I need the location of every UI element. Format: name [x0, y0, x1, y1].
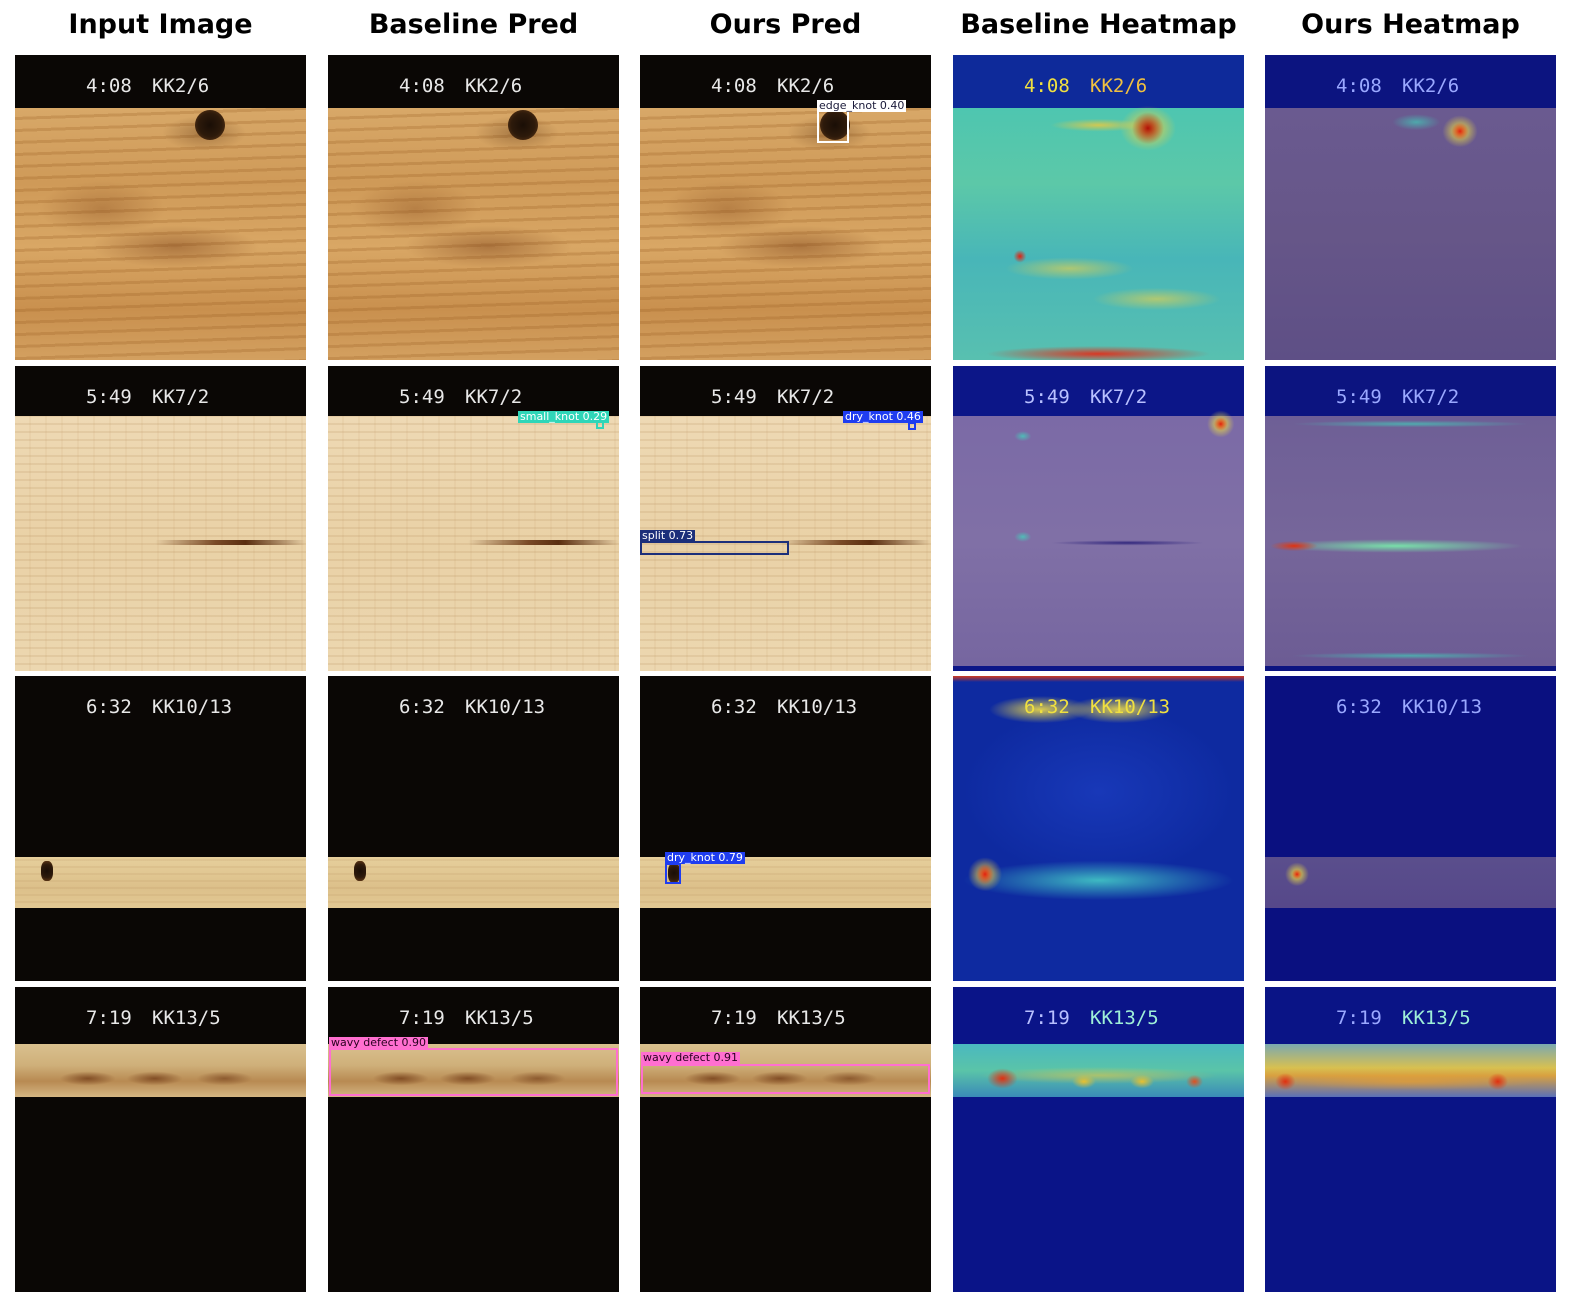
- column-header-input: Input Image: [68, 9, 253, 40]
- row3-baseline-pred: 6:32 KK10/13: [328, 676, 619, 981]
- sample-code: KK13/5: [777, 1007, 846, 1029]
- row2-ours-heatmap: 5:49 KK7/2: [1265, 366, 1556, 671]
- sample-code: KK2/6: [1402, 75, 1460, 97]
- row1-baseline-pred: 4:08 KK2/6: [328, 55, 619, 360]
- row4-ours-pred: 7:19 KK13/5 wavy defect 0.91: [640, 987, 931, 1292]
- sample-code: KK10/13: [1402, 696, 1483, 718]
- timestamp: 6:32: [86, 696, 132, 718]
- detection-box: [665, 863, 681, 884]
- timestamp: 6:32: [1336, 696, 1382, 718]
- row1-input-image: 4:08 KK2/6: [15, 55, 306, 360]
- sample-code: KK2/6: [777, 75, 835, 97]
- timestamp: 5:49: [711, 386, 757, 408]
- sample-code: KK13/5: [465, 1007, 534, 1029]
- timestamp: 7:19: [1336, 1007, 1382, 1029]
- sample-code: KK10/13: [777, 696, 858, 718]
- detection-label: wavy defect 0.90: [329, 1036, 428, 1049]
- detection-box: [640, 541, 789, 555]
- row3-ours-pred: 6:32 KK10/13 dry_knot 0.79: [640, 676, 931, 981]
- timestamp: 4:08: [1336, 75, 1382, 97]
- row4-input-image: 7:19 KK13/5: [15, 987, 306, 1292]
- detection-label: wavy defect 0.91: [641, 1051, 740, 1064]
- row2-input-image: 5:49 KK7/2: [15, 366, 306, 671]
- row4-ours-heatmap: 7:19 KK13/5: [1265, 987, 1556, 1292]
- row4-baseline-heatmap: 7:19 KK13/5: [953, 987, 1244, 1292]
- row1-ours-pred: 4:08 KK2/6 edge_knot 0.40: [640, 55, 931, 360]
- detection-box: [329, 1048, 618, 1096]
- timestamp: 7:19: [1024, 1007, 1070, 1029]
- timestamp: 5:49: [1336, 386, 1382, 408]
- row1-baseline-heatmap: 4:08 KK2/6: [953, 55, 1244, 360]
- sample-code: KK13/5: [1090, 1007, 1159, 1029]
- row4-baseline-pred: 7:19 KK13/5 wavy defect 0.90: [328, 987, 619, 1292]
- row2-ours-pred: 5:49 KK7/2 dry_knot 0.46 split 0.73: [640, 366, 931, 671]
- row3-baseline-heatmap: 6:32 KK10/13: [953, 676, 1244, 981]
- sample-code: KK13/5: [152, 1007, 221, 1029]
- sample-code: KK2/6: [465, 75, 523, 97]
- timestamp: 7:19: [711, 1007, 757, 1029]
- detection-label: edge_knot 0.40: [817, 99, 907, 112]
- column-header-ours-pred: Ours Pred: [709, 9, 862, 40]
- detection-label: dry_knot 0.46: [843, 410, 923, 423]
- timestamp: 7:19: [86, 1007, 132, 1029]
- timestamp: 6:32: [711, 696, 757, 718]
- detection-box: [817, 110, 849, 143]
- sample-code: KK7/2: [1090, 386, 1148, 408]
- row3-ours-heatmap: 6:32 KK10/13: [1265, 676, 1556, 981]
- detection-label: dry_knot 0.79: [665, 851, 745, 864]
- timestamp: 4:08: [86, 75, 132, 97]
- sample-code: KK2/6: [1090, 75, 1148, 97]
- sample-code: KK7/2: [777, 386, 835, 408]
- sample-code: KK13/5: [1402, 1007, 1471, 1029]
- timestamp: 7:19: [399, 1007, 445, 1029]
- timestamp: 6:32: [399, 696, 445, 718]
- row2-baseline-pred: 5:49 KK7/2 small_knot 0.29: [328, 366, 619, 671]
- timestamp: 4:08: [711, 75, 757, 97]
- column-header-baseline-pred: Baseline Pred: [368, 9, 579, 40]
- timestamp: 5:49: [399, 386, 445, 408]
- row2-baseline-heatmap: 5:49 KK7/2: [953, 366, 1244, 671]
- column-header-baseline-heatmap: Baseline Heatmap: [960, 9, 1237, 40]
- column-header-ours-heatmap: Ours Heatmap: [1301, 9, 1520, 40]
- detection-box: [641, 1064, 930, 1094]
- sample-code: KK7/2: [152, 386, 210, 408]
- sample-code: KK7/2: [465, 386, 523, 408]
- timestamp: 5:49: [86, 386, 132, 408]
- detection-label: split 0.73: [640, 529, 696, 542]
- detection-box: [908, 422, 916, 430]
- row1-ours-heatmap: 4:08 KK2/6: [1265, 55, 1556, 360]
- sample-code: KK10/13: [1090, 696, 1171, 718]
- timestamp: 4:08: [1024, 75, 1070, 97]
- sample-code: KK10/13: [465, 696, 546, 718]
- timestamp: 5:49: [1024, 386, 1070, 408]
- sample-code: KK10/13: [152, 696, 233, 718]
- sample-code: KK7/2: [1402, 386, 1460, 408]
- timestamp: 6:32: [1024, 696, 1070, 718]
- detection-label: small_knot 0.29: [518, 410, 610, 423]
- sample-code: KK2/6: [152, 75, 210, 97]
- row3-input-image: 6:32 KK10/13: [15, 676, 306, 981]
- timestamp: 4:08: [399, 75, 445, 97]
